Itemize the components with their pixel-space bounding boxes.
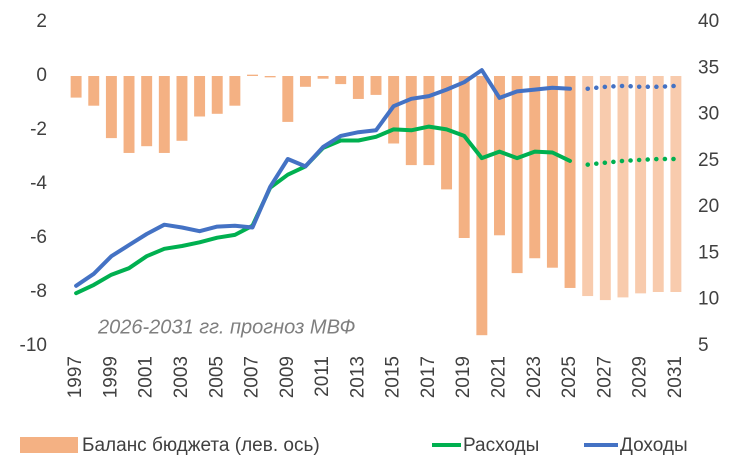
bar: [335, 76, 347, 85]
x-tick-label: 2023: [524, 356, 545, 398]
y-tick-label: -10: [20, 335, 47, 356]
bar: [582, 76, 594, 297]
bar: [211, 76, 223, 114]
bar: [458, 76, 470, 238]
bar: [529, 76, 541, 259]
x-tick-label: 1999: [100, 356, 121, 398]
legend-label: Баланс бюджета (лев. ось): [82, 435, 320, 456]
bar: [141, 76, 153, 147]
bar: [247, 74, 258, 76]
x-tick-label: 2007: [242, 356, 263, 398]
x-tick-label: 2011: [312, 356, 333, 397]
bar: [617, 76, 629, 298]
bar: [423, 76, 435, 166]
x-tick-label: 2027: [594, 356, 615, 398]
y2-tick-label: 25: [698, 150, 719, 171]
y-tick-label: 2: [36, 11, 47, 32]
y2-tick-label: 10: [698, 289, 719, 310]
y2-tick-label: 5: [698, 335, 709, 356]
bar: [317, 76, 329, 79]
y2-tick-label: 40: [698, 11, 719, 32]
bar: [194, 76, 206, 117]
y2-tick-label: 30: [698, 104, 719, 125]
x-tick-label: 1997: [65, 356, 86, 398]
annotation: 2026-2031 гг. прогноз МВФ: [97, 316, 355, 338]
legend-label: Расходы: [463, 435, 539, 456]
bar: [599, 76, 611, 301]
x-tick-label: 2031: [665, 356, 686, 398]
y-tick-label: -8: [30, 281, 47, 302]
bar: [564, 76, 576, 288]
bar: [105, 76, 117, 139]
line-series: [74, 68, 572, 288]
x-tick-label: 2005: [206, 356, 227, 398]
x-tick-label: 2029: [630, 356, 651, 398]
bar: [176, 76, 188, 141]
bar: [370, 76, 382, 95]
bar: [476, 76, 488, 336]
line-series: [585, 156, 679, 167]
bar: [70, 76, 82, 98]
bar: [282, 76, 294, 122]
bar: [670, 76, 682, 292]
bar: [229, 76, 241, 106]
x-tick-label: 2013: [347, 356, 368, 398]
x-tick-label: 2025: [559, 356, 580, 398]
bar: [441, 76, 453, 190]
bar: [123, 76, 135, 153]
bar: [299, 76, 311, 87]
x-tick-label: 2001: [136, 356, 157, 398]
bar: [352, 76, 364, 99]
bar: [546, 76, 558, 268]
x-tick-label: 2017: [418, 356, 439, 398]
x-tick-label: 2003: [171, 356, 192, 398]
y2-tick-label: 35: [698, 57, 719, 78]
y-tick-label: 0: [36, 65, 47, 86]
bar: [511, 76, 523, 274]
y-tick-label: -2: [30, 119, 47, 140]
x-tick-label: 2021: [488, 356, 509, 398]
bar: [405, 76, 417, 166]
plot-area: [70, 68, 682, 336]
bar: [635, 76, 647, 294]
bar: [158, 76, 170, 153]
x-tick-label: 2009: [277, 356, 298, 398]
legend-label: Доходы: [620, 435, 688, 456]
x-tick-label: 2015: [383, 356, 404, 398]
bar: [88, 76, 100, 106]
bar: [652, 76, 664, 292]
bar: [388, 76, 400, 144]
line-series: [585, 83, 679, 91]
y-tick-label: -6: [30, 227, 47, 248]
y-tick-label: -4: [30, 173, 47, 194]
y2-tick-label: 15: [698, 242, 719, 263]
y2-tick-label: 20: [698, 196, 719, 217]
bar: [264, 76, 276, 78]
bar: [494, 76, 505, 236]
legend-swatch: [20, 437, 78, 453]
x-tick-label: 2019: [453, 356, 474, 398]
